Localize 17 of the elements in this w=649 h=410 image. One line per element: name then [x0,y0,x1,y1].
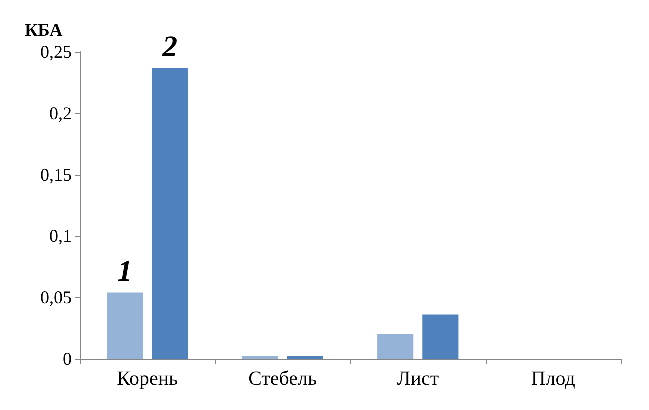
x-tick-label: Лист [397,368,440,390]
y-tick-label: 0,15 [40,164,72,185]
y-tick-label: 0 [63,349,72,369]
bar [152,68,188,359]
bar [378,334,414,359]
y-tick-label: 0,05 [40,288,72,308]
y-axis-title: КБА [25,20,63,40]
y-tick-label: 0,25 [40,42,72,62]
series-label: 2 [162,30,178,64]
x-tick-label: Стебель [248,368,318,390]
series-label: 1 [118,255,133,288]
bar [107,292,144,359]
bar [422,314,459,359]
x-tick-label: Корень [117,368,178,390]
y-tick-label: 0,1 [50,226,72,246]
x-tick-label: Плод [531,368,576,390]
y-tick-label: 0,2 [50,103,72,124]
